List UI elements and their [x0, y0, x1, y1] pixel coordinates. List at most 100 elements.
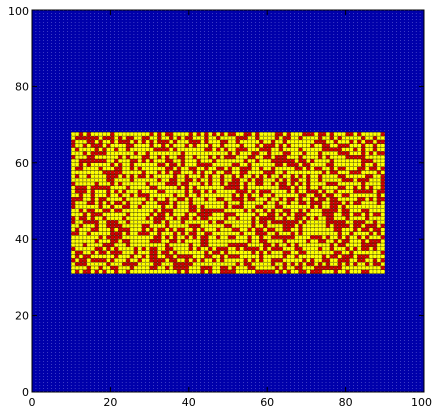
cell-red: [341, 185, 346, 190]
cell-red: [200, 208, 205, 213]
cell-yellow: [216, 258, 221, 263]
cell-yellow: [302, 139, 307, 144]
cell-red: [341, 143, 346, 148]
cell-yellow: [341, 162, 346, 167]
cell-yellow: [368, 219, 374, 225]
cell-yellow: [255, 242, 260, 248]
cell-yellow: [317, 219, 323, 225]
cell-red: [251, 151, 256, 156]
cell-red: [78, 208, 84, 213]
cell-yellow: [141, 216, 146, 221]
cell-red: [78, 258, 84, 263]
cell-yellow: [114, 193, 119, 198]
cell-yellow: [263, 254, 268, 259]
cell-red: [204, 147, 209, 152]
cell-red: [349, 139, 354, 144]
cell-yellow: [149, 235, 154, 240]
cell-yellow: [357, 227, 362, 232]
cell-yellow: [349, 212, 354, 217]
cell-yellow: [267, 132, 272, 137]
cell-yellow: [161, 269, 166, 274]
cell-yellow: [341, 135, 346, 141]
cell-red: [317, 151, 323, 156]
cell-red: [196, 223, 201, 228]
cell-yellow: [278, 170, 284, 175]
cell-yellow: [223, 166, 229, 171]
cell-yellow: [106, 231, 111, 236]
cell-red: [235, 181, 240, 186]
cell-yellow: [337, 170, 342, 175]
cell-yellow: [337, 212, 342, 217]
cell-yellow: [239, 239, 244, 244]
cell-yellow: [110, 246, 115, 251]
cell-yellow: [239, 208, 244, 213]
cell-yellow: [153, 174, 158, 179]
cell-yellow: [329, 261, 335, 267]
cell-red: [298, 193, 303, 198]
cell-yellow: [259, 154, 264, 160]
cell-yellow: [231, 250, 237, 255]
cell-red: [329, 166, 335, 171]
cell-yellow: [255, 154, 260, 160]
cell-yellow: [337, 216, 342, 221]
cell-yellow: [368, 216, 374, 221]
cell-red: [94, 143, 99, 148]
cell-yellow: [172, 208, 178, 213]
cell-red: [341, 242, 346, 248]
cell-red: [165, 154, 170, 160]
cell-red: [333, 250, 338, 255]
cell-yellow: [82, 235, 88, 240]
cell-yellow: [157, 204, 162, 209]
cell-red: [325, 223, 331, 228]
cell-yellow: [219, 242, 225, 248]
cell-yellow: [121, 135, 127, 141]
cell-red: [204, 132, 209, 137]
cell-yellow: [365, 143, 370, 148]
cell-yellow: [251, 143, 256, 148]
cell-yellow: [267, 223, 272, 228]
cell-yellow: [125, 170, 131, 175]
cell-yellow: [298, 235, 303, 240]
cell-yellow: [274, 208, 280, 213]
cell-red: [302, 269, 307, 274]
cell-yellow: [169, 193, 174, 198]
cell-yellow: [357, 204, 362, 209]
cell-red: [333, 197, 338, 202]
cell-yellow: [274, 254, 280, 259]
cell-yellow: [208, 223, 213, 228]
cell-yellow: [341, 170, 346, 175]
cell-red: [239, 174, 244, 179]
cell-red: [133, 158, 139, 163]
cell-red: [82, 143, 88, 148]
cell-red: [125, 147, 131, 152]
cell-red: [192, 208, 197, 213]
cell-yellow: [180, 139, 186, 144]
cell-red: [125, 261, 131, 267]
cell-yellow: [294, 151, 299, 156]
cell-yellow: [219, 235, 225, 240]
cell-yellow: [282, 200, 287, 205]
cell-red: [180, 239, 186, 244]
cell-yellow: [321, 162, 327, 167]
cell-yellow: [290, 147, 295, 152]
cell-yellow: [239, 265, 244, 270]
cell-yellow: [110, 254, 115, 259]
cell-yellow: [192, 151, 197, 156]
cell-red: [118, 250, 123, 255]
cell-red: [357, 197, 362, 202]
cell-yellow: [239, 261, 244, 267]
cell-red: [145, 181, 150, 186]
cell-yellow: [216, 177, 221, 183]
cell-yellow: [270, 200, 276, 205]
cell-red: [125, 242, 131, 248]
cell-red: [184, 261, 189, 267]
cell-yellow: [98, 189, 103, 194]
cell-yellow: [219, 204, 225, 209]
cell-yellow: [380, 227, 385, 232]
cell-red: [243, 258, 248, 263]
cell-red: [310, 258, 315, 263]
cell-yellow: [157, 193, 162, 198]
cell-yellow: [98, 174, 103, 179]
cell-red: [98, 246, 103, 251]
cell-red: [86, 162, 91, 167]
